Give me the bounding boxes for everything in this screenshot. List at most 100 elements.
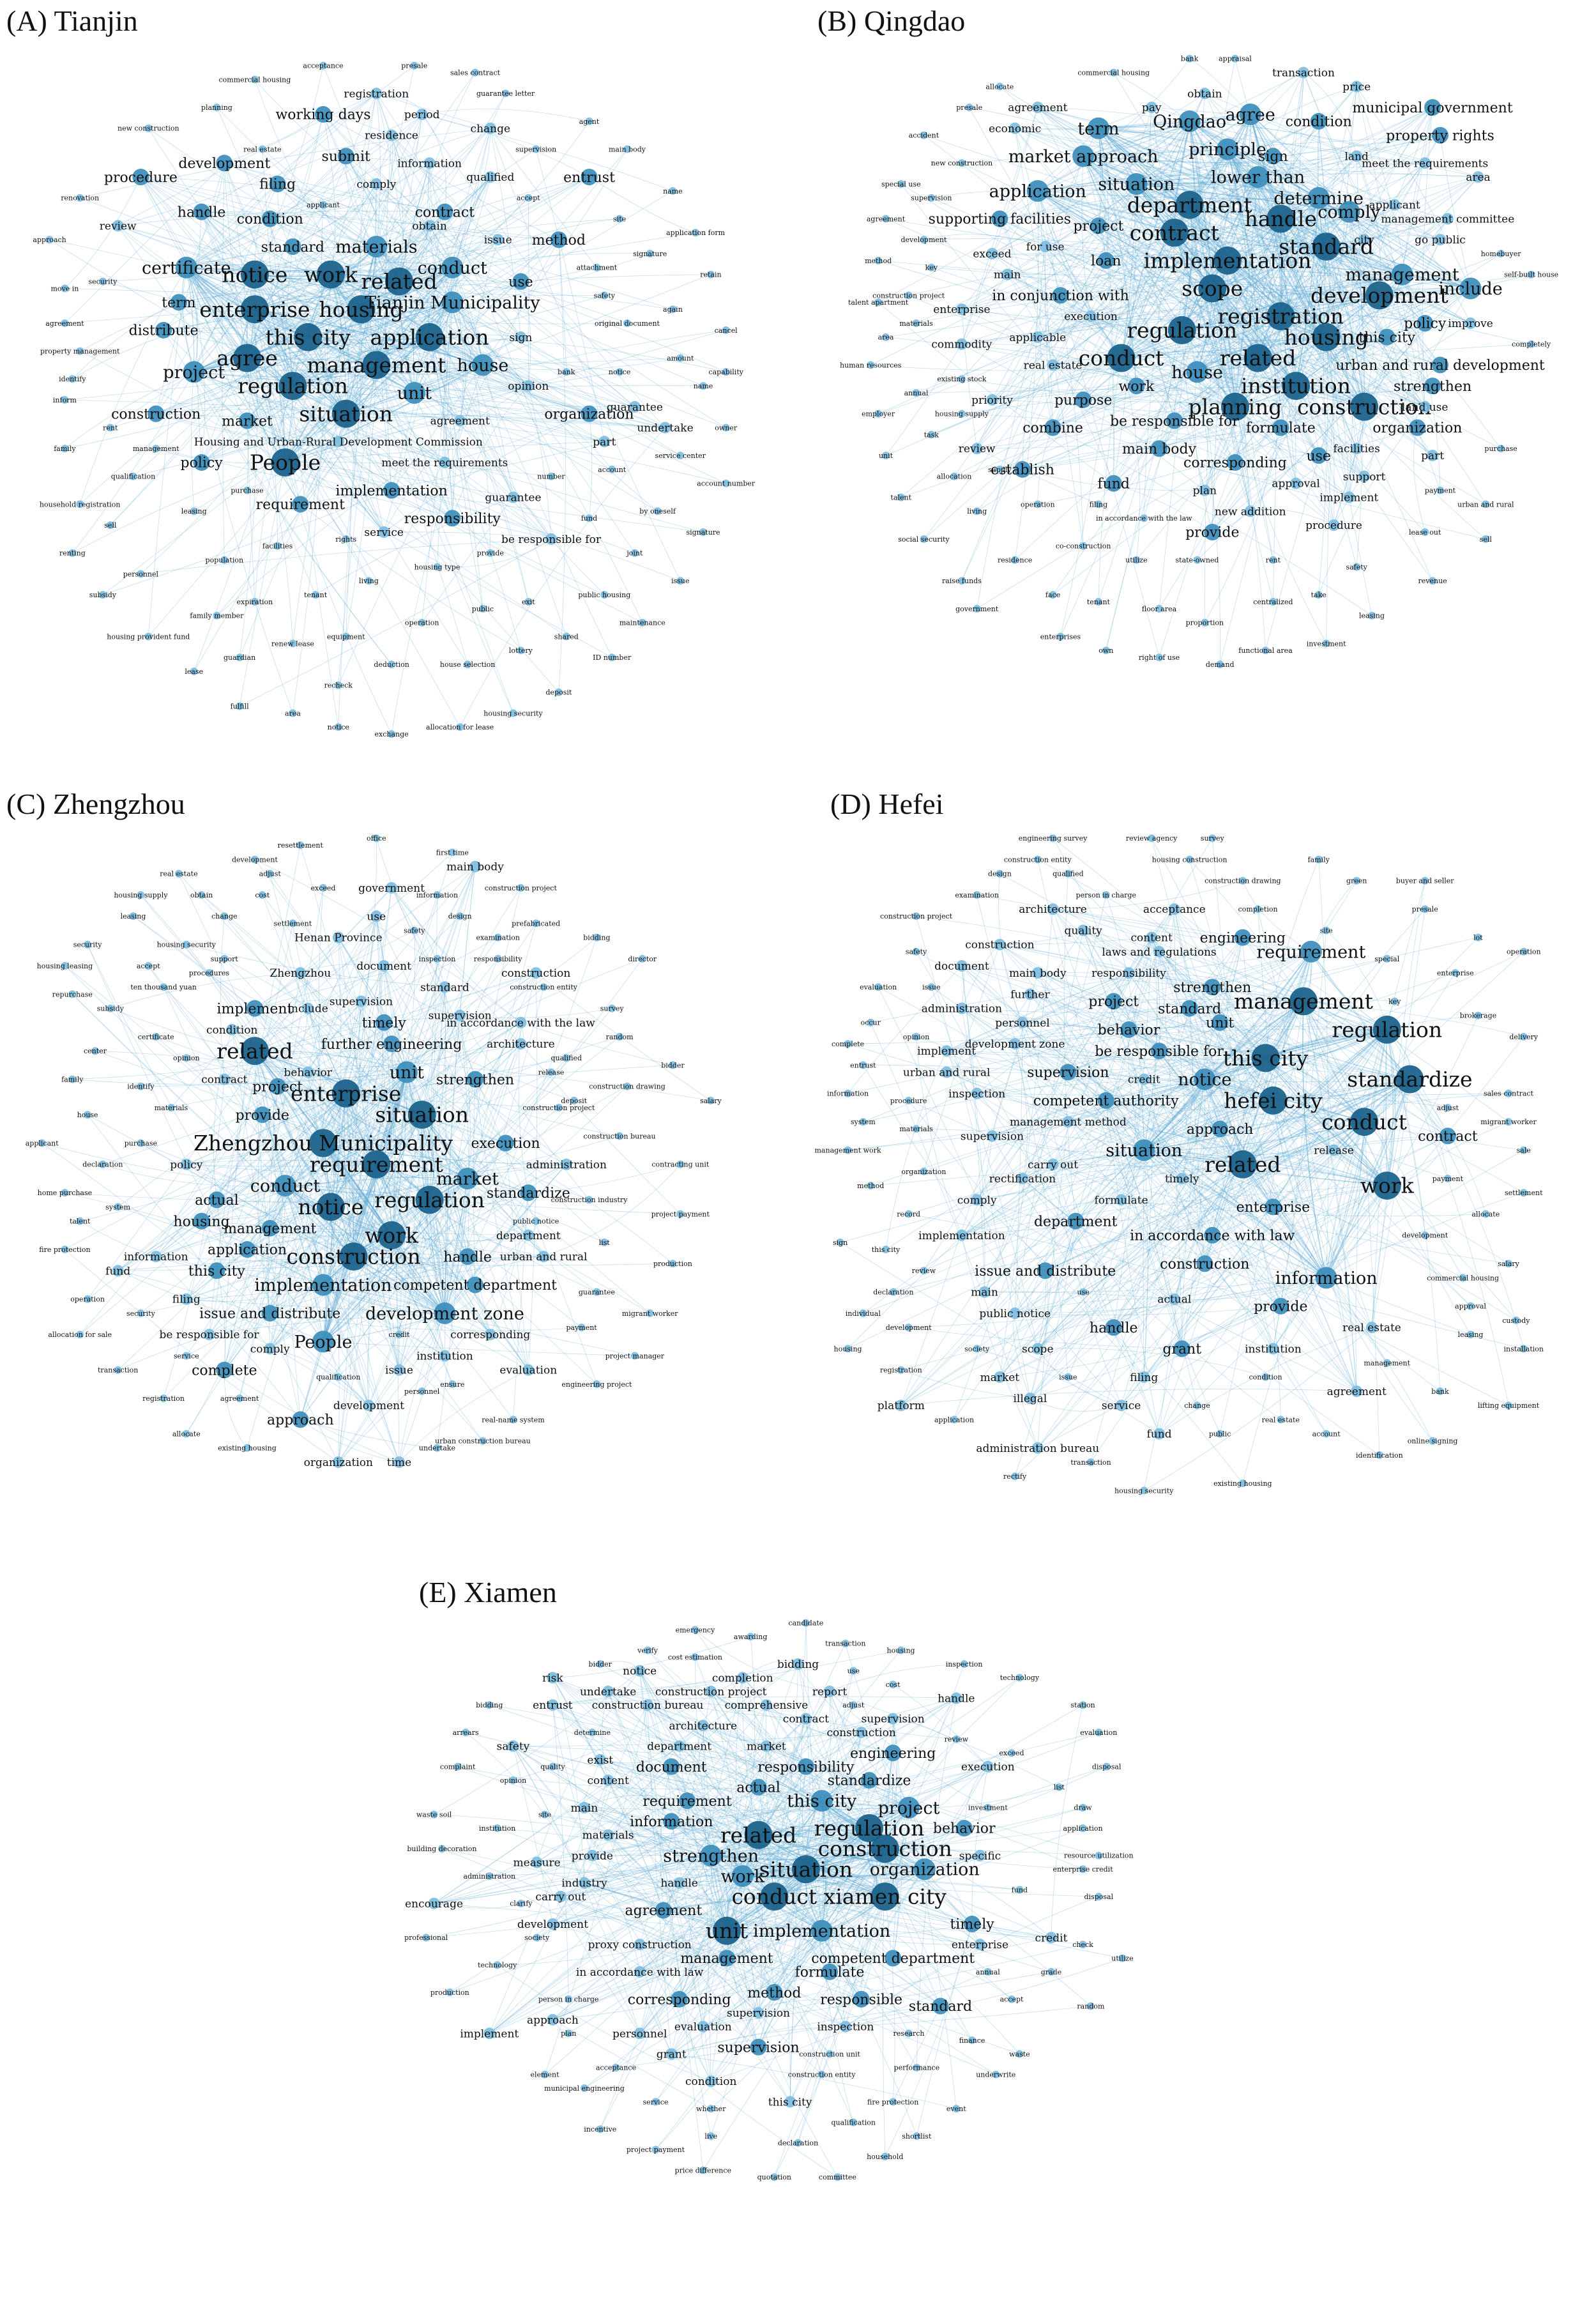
node-label: real estate	[1262, 1416, 1300, 1424]
node-circle	[1343, 491, 1355, 503]
edge	[1083, 211, 1349, 401]
edge	[141, 176, 377, 247]
edge	[552, 1746, 767, 1925]
edge	[178, 281, 400, 303]
edge	[1189, 121, 1281, 219]
edge	[1205, 93, 1326, 247]
edge	[217, 1199, 430, 1271]
node-label: go public	[1415, 234, 1466, 247]
edge	[490, 128, 681, 581]
edge	[647, 1704, 909, 1808]
edge	[1364, 1122, 1380, 1455]
edge	[992, 176, 1258, 254]
node-label: supervision	[961, 1130, 1024, 1143]
edge	[536, 1677, 743, 1863]
edge	[1053, 121, 1190, 428]
edge	[1159, 448, 1296, 484]
edge	[1037, 1348, 1266, 1378]
edge	[1083, 1121, 1365, 1292]
edge	[1182, 211, 1349, 331]
node-label: cost	[255, 891, 270, 899]
edge	[1083, 155, 1327, 338]
node-circle	[68, 1075, 77, 1083]
edge	[224, 887, 324, 1370]
node-label: allocate	[1471, 1210, 1500, 1218]
node-circle	[182, 940, 190, 949]
graph-node: accident	[909, 132, 939, 140]
edge	[201, 894, 423, 1115]
edge	[201, 211, 377, 247]
node-label: development	[1311, 283, 1448, 308]
node-circle	[1011, 1472, 1019, 1481]
graph-node: policy	[1404, 315, 1447, 332]
graph-node: completion	[1238, 905, 1278, 913]
edge	[323, 1285, 369, 1406]
edge	[346, 1093, 468, 1257]
node-circle	[1322, 639, 1330, 648]
node-label: competent department	[393, 1278, 557, 1294]
node-label: regulation	[1127, 317, 1237, 342]
graph-node: qualified	[466, 171, 514, 184]
node-circle	[1198, 274, 1227, 303]
node-circle	[98, 277, 107, 286]
edge	[1143, 951, 1160, 1377]
graph-node: implementation	[918, 1230, 1005, 1242]
edge	[300, 972, 476, 1285]
node-label: certificate	[142, 258, 231, 278]
edge	[1303, 72, 1402, 275]
edge	[1113, 1164, 1243, 1328]
node-circle	[1322, 926, 1330, 935]
graph-node: unit	[390, 1061, 424, 1083]
node-circle	[342, 632, 350, 641]
edge	[765, 1705, 775, 1897]
edge	[414, 392, 665, 428]
node-circle	[630, 1352, 639, 1360]
graph-node: guarantee	[579, 1288, 615, 1296]
edge	[536, 1766, 672, 1863]
node-label: security	[126, 1309, 156, 1318]
graph-node: contract	[1418, 1127, 1478, 1145]
edge	[293, 385, 384, 533]
graph-node: housing	[1284, 323, 1369, 351]
edge	[742, 1677, 759, 1835]
edge	[254, 274, 415, 393]
node-label: in accordance with law	[1130, 1228, 1295, 1244]
edge	[671, 1800, 822, 1822]
edge	[992, 930, 1084, 1136]
edge	[916, 149, 1228, 324]
edge	[1212, 288, 1365, 408]
node-circle	[1464, 317, 1477, 329]
node-circle	[600, 1238, 609, 1246]
edge	[1356, 86, 1471, 289]
node-label: existing stock	[937, 375, 986, 383]
edge	[1098, 128, 1101, 226]
edge	[277, 183, 635, 408]
edge	[300, 1419, 400, 1463]
node-label: ensure	[440, 1380, 464, 1389]
edge	[687, 1800, 807, 1870]
graph-node: content	[1130, 932, 1173, 945]
edge	[946, 1050, 1144, 1150]
graph-node: standardize	[1347, 1065, 1473, 1094]
edge	[422, 109, 589, 122]
edge	[414, 392, 605, 442]
graph-node: contracting unit	[651, 1161, 710, 1169]
edge	[346, 1065, 673, 1094]
edge	[1068, 1072, 1410, 1082]
graph-node: area	[1466, 171, 1490, 184]
edge	[1189, 121, 1281, 317]
node-circle	[722, 424, 730, 432]
graph-node: human resources	[840, 361, 902, 369]
edge	[391, 1044, 396, 1235]
node-circle	[1132, 556, 1141, 564]
edge	[1235, 177, 1259, 407]
edge	[946, 937, 1243, 1073]
edge	[1022, 1022, 1441, 1392]
node-circle	[1017, 1173, 1029, 1184]
edge	[1212, 1001, 1304, 1235]
edge	[1174, 233, 1281, 428]
graph-node: facilities	[1334, 443, 1380, 455]
edge	[1410, 1079, 1509, 1406]
graph-node: approach	[33, 236, 66, 244]
edge	[1174, 288, 1471, 421]
